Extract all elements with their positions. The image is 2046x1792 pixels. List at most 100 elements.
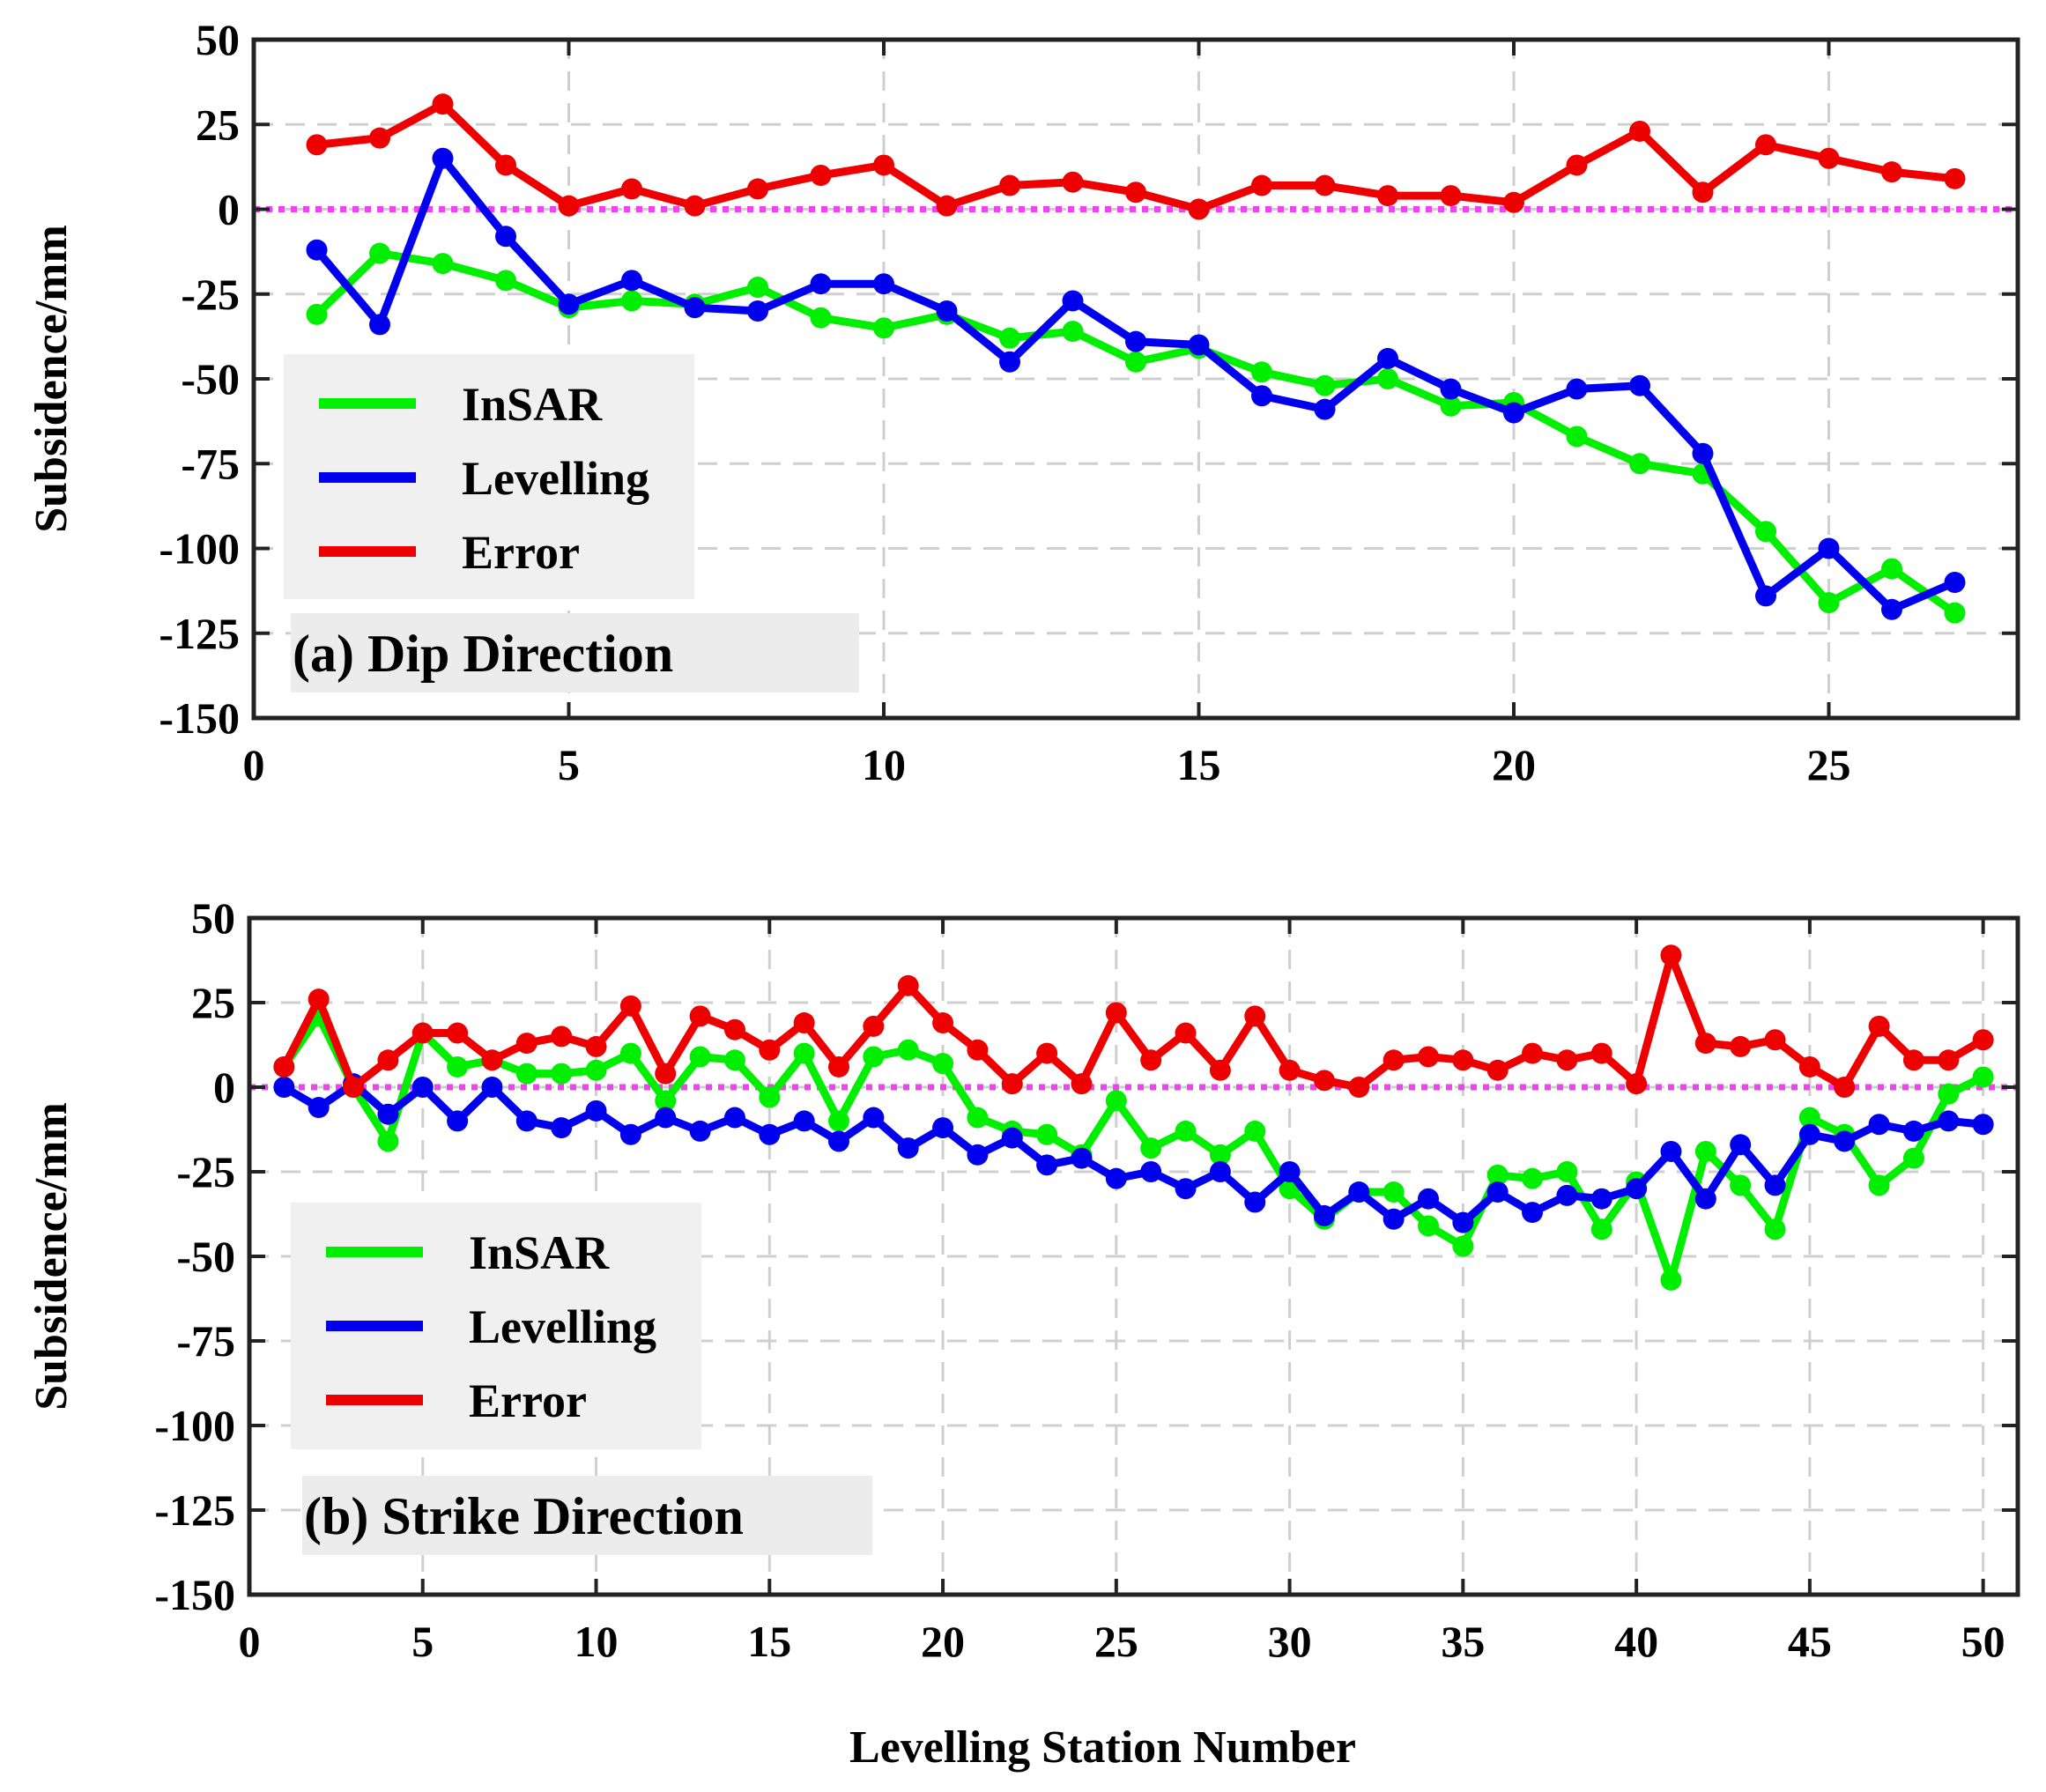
data-point-levelling [1834, 1130, 1856, 1152]
data-point-insar [1798, 1107, 1820, 1129]
panel-title: (b) Strike Direction [304, 1487, 744, 1545]
data-point-error [343, 1077, 365, 1098]
data-point-error [495, 154, 516, 176]
x-tick-label: 40 [1614, 1617, 1658, 1666]
data-point-error [1522, 1042, 1544, 1064]
data-point-levelling [1629, 374, 1650, 396]
data-point-levelling [1062, 290, 1084, 312]
data-point-insar [863, 1046, 885, 1068]
panel-title-box [291, 613, 859, 692]
data-point-error [1001, 1073, 1023, 1095]
data-point-error [1730, 1035, 1752, 1057]
data-point-error [1348, 1077, 1370, 1098]
x-tick-label: 25 [1807, 740, 1851, 789]
data-point-levelling [585, 1100, 607, 1122]
data-point-levelling [308, 1097, 330, 1119]
data-point-insar [655, 1090, 677, 1112]
data-point-insar [897, 1039, 919, 1061]
data-point-levelling [1036, 1154, 1058, 1176]
data-point-insar [1566, 426, 1588, 448]
data-point-insar [1140, 1137, 1162, 1159]
data-point-insar [1062, 321, 1084, 343]
data-point-levelling [1694, 1188, 1716, 1210]
data-point-insar [1418, 1215, 1439, 1237]
data-point-levelling [1868, 1114, 1890, 1136]
data-point-error [551, 1026, 573, 1048]
data-point-error [810, 165, 832, 186]
data-point-error [967, 1039, 989, 1061]
data-point-error [863, 1015, 885, 1037]
data-point-levelling [1522, 1202, 1544, 1224]
y-tick-label: -75 [181, 439, 240, 488]
data-point-levelling [619, 1123, 641, 1145]
data-point-error [747, 178, 768, 200]
legend-label-error: Error [469, 1374, 587, 1427]
data-point-error [1313, 1070, 1335, 1092]
data-point-error [411, 1022, 434, 1044]
data-point-insar [432, 253, 454, 275]
data-point-error [1972, 1029, 1994, 1051]
data-point-levelling [1798, 1123, 1820, 1145]
data-point-levelling [1209, 1161, 1231, 1182]
data-point-insar [369, 242, 390, 264]
y-tick-label: -50 [176, 1232, 235, 1281]
data-point-levelling [558, 293, 580, 315]
data-point-levelling [1626, 1178, 1648, 1200]
data-point-error [1556, 1049, 1578, 1071]
y-tick-label: 0 [218, 185, 240, 234]
data-point-insar [621, 290, 642, 312]
chart-panel-strike-direction: 0 5 10 15 20 25 30 35 40 45 50 50 25 0 -25 -50 -75 -100 -1… [26, 893, 2020, 1773]
data-point-error [1251, 174, 1272, 196]
x-axis-title: Levelling Station Number [849, 1722, 1356, 1773]
data-point-insar [1209, 1144, 1231, 1166]
data-point-error [1868, 1015, 1890, 1037]
data-point-error [936, 195, 958, 217]
data-point-insar [1175, 1120, 1197, 1142]
data-point-error [1105, 1002, 1127, 1024]
y-tick-label: -150 [154, 1570, 235, 1619]
x-tick-label: 35 [1441, 1617, 1485, 1666]
x-tick-label: 15 [1177, 740, 1221, 789]
data-point-levelling [1692, 442, 1714, 464]
data-point-levelling [377, 1103, 399, 1125]
data-point-levelling [273, 1077, 295, 1098]
data-point-levelling [793, 1110, 815, 1132]
data-point-error [1377, 185, 1398, 207]
x-tick-label: 50 [1961, 1617, 2005, 1666]
data-point-insar [1590, 1218, 1612, 1240]
data-point-error [1566, 154, 1588, 176]
data-point-insar [1314, 374, 1336, 396]
data-point-insar [306, 303, 328, 325]
data-point-error [897, 974, 919, 996]
data-point-error [1881, 161, 1902, 183]
data-point-levelling [1279, 1161, 1301, 1182]
data-point-insar [689, 1046, 711, 1068]
data-point-insar [1694, 1140, 1716, 1162]
data-point-insar [1764, 1218, 1786, 1240]
data-point-error [1036, 1042, 1058, 1064]
data-point-levelling [1902, 1120, 1924, 1142]
data-point-insar [1452, 1235, 1474, 1257]
x-tick-label: 10 [575, 1617, 619, 1666]
data-point-levelling [1188, 334, 1210, 356]
y-tick-label: 25 [196, 100, 240, 149]
chart-panel-dip-direction: 0 5 10 15 20 25 50 25 0 -25 -50 -75 -100 -125 -150 Subs… [26, 15, 2020, 789]
data-point-error [558, 195, 580, 217]
data-point-levelling [1383, 1208, 1405, 1230]
data-point-error [1486, 1059, 1509, 1081]
data-point-levelling [897, 1137, 919, 1159]
legend-label-levelling: Levelling [462, 452, 649, 505]
data-point-error [1383, 1049, 1405, 1071]
data-point-levelling [1566, 378, 1588, 400]
y-tick-label: 0 [213, 1063, 235, 1112]
data-point-levelling [1440, 378, 1462, 400]
data-point-insar [967, 1107, 989, 1129]
data-point-error [1209, 1059, 1231, 1081]
y-tick-label: -25 [176, 1147, 235, 1196]
x-tick-label: 10 [862, 740, 906, 789]
data-point-levelling [1377, 347, 1398, 369]
data-point-error [723, 1018, 745, 1040]
data-point-insar [1125, 351, 1146, 373]
y-tick-label: -25 [181, 270, 240, 319]
data-point-insar [551, 1063, 573, 1085]
